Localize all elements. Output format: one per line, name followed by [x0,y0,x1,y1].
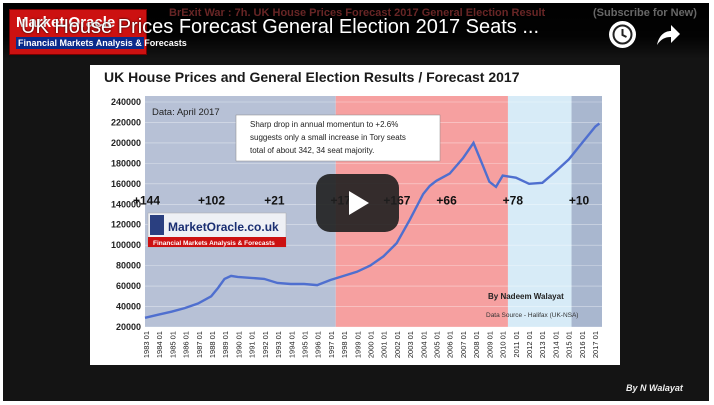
annotation-line-3: total of about 342, 34 seat majority. [250,146,374,155]
clock-icon [612,24,633,45]
y-tick-label: 40000 [116,302,141,312]
election-marker-label: +78 [503,193,524,207]
election-marker-label: +144 [133,193,160,207]
y-tick-label: 80000 [116,261,141,271]
x-tick-label: 2007 01 [459,331,468,358]
x-tick-label: 2015 01 [565,331,574,358]
y-tick-label: 160000 [111,179,141,189]
series-line-house-price [144,122,601,319]
x-tick-label: 1989 01 [221,331,230,358]
logo-text: MarketOracle.co.uk [168,220,279,234]
y-tick-label: 200000 [111,138,141,148]
x-tick-label: 2016 01 [578,331,587,358]
x-tick-label: 2011 01 [512,331,521,358]
x-axis-ticks: 1983 01 1984 01 1985 01 1986 01 1987 01 1988 … [142,331,600,358]
annotation-line-1: Sharp drop in annual momentun to +2.6% [250,120,398,129]
watch-later-button[interactable] [609,21,636,48]
slide-title: UK House Prices and General Election Res… [104,69,520,85]
shaded-period-2 [507,96,572,327]
logo-subtext: Financial Markets Analysis & Forecasts [153,240,275,247]
author-label: By Nadeem Walayat [488,292,564,301]
y-tick-label: 100000 [111,240,141,250]
house-price-chart: 20000 40000 60000 80000 100000 120000 140000 16… [111,96,602,358]
annotation-line-2: suggests only a small increase in Tory s… [250,133,406,142]
election-marker-label: +66 [436,193,457,207]
y-tick-label: 20000 [116,322,141,332]
y-tick-label: 120000 [111,220,141,230]
credit-label: By N Walayat [626,383,683,393]
date-label: Data: April 2017 [152,107,220,118]
x-tick-label: 1988 01 [208,331,217,358]
y-tick-label: 220000 [111,117,141,127]
x-tick-label: 2008 01 [472,331,481,358]
x-tick-label: 1991 01 [248,331,257,358]
x-tick-label: 2006 01 [446,331,455,358]
shaded-period-3 [571,96,602,327]
x-tick-label: 1986 01 [182,331,191,358]
play-button[interactable] [316,174,399,232]
play-icon [316,174,399,232]
x-tick-label: 1994 01 [287,331,296,358]
logo-figure-icon [150,215,164,235]
channel-logo[interactable]: Market Oracle Financial Markets Analysis… [9,9,187,55]
share-button[interactable] [651,19,683,51]
x-tick-label: 1992 01 [261,331,270,358]
player-top-bar: BrExit War : 7h. UK House Prices Forecas… [3,3,709,59]
x-tick-label: 2012 01 [525,331,534,358]
x-tick-label: 2009 01 [485,331,494,358]
x-tick-label: 1993 01 [274,331,283,358]
x-tick-label: 2003 01 [406,331,415,358]
share-icon [657,25,680,45]
x-tick-label: 1983 01 [142,331,151,358]
x-tick-label: 2000 01 [367,331,376,358]
data-source-label: Data Source - Halifax (UK-NSA) [486,312,578,319]
x-tick-label: 1984 01 [155,331,164,358]
background-subscribe-text: (Subscribe for New) [593,7,697,19]
x-tick-label: 1990 01 [234,331,243,358]
y-tick-label: 180000 [111,158,141,168]
background-banner-text: BrExit War : 7h. UK House Prices Forecas… [169,7,546,19]
x-tick-label: 1995 01 [300,331,309,358]
x-tick-label: 2001 01 [380,331,389,358]
election-marker-label: +21 [264,193,285,207]
video-player[interactable]: 20000 40000 60000 80000 100000 120000 140000 16… [3,3,709,401]
x-tick-label: 1985 01 [168,331,177,358]
video-title-link[interactable]: UK House Prices Forecast General Electio… [21,16,540,38]
y-tick-label: 60000 [116,281,141,291]
channel-logo-name: Market Oracle [16,14,116,31]
x-tick-label: 1997 01 [327,331,336,358]
y-tick-label: 140000 [111,199,141,209]
x-tick-label: 2005 01 [433,331,442,358]
video-frame-slide: 20000 40000 60000 80000 100000 120000 140000 16… [90,65,620,365]
x-tick-label: 2002 01 [393,331,402,358]
annotation-box: Sharp drop in annual momentun to +2.6% s… [235,114,441,162]
x-tick-label: 1998 01 [340,331,349,358]
channel-logo-tagline: Financial Markets Analysis & Forecasts [16,37,187,49]
x-tick-label: 2004 01 [419,331,428,358]
x-tick-label: 2010 01 [499,331,508,358]
y-tick-label: 240000 [111,97,141,107]
y-axis-ticks: 20000 40000 60000 80000 100000 120000 140000 16… [111,97,141,332]
election-marker-label: +10 [569,193,590,207]
election-marker-label: +102 [198,193,225,207]
x-tick-label: 1999 01 [353,331,362,358]
x-tick-label: 2013 01 [538,331,547,358]
x-tick-label: 2017 01 [591,331,600,358]
x-tick-label: 1996 01 [314,331,323,358]
x-tick-label: 2014 01 [551,331,560,358]
marketoracle-logo: MarketOracle.co.uk Financial Markets Ana… [147,212,287,248]
x-tick-label: 1987 01 [195,331,204,358]
